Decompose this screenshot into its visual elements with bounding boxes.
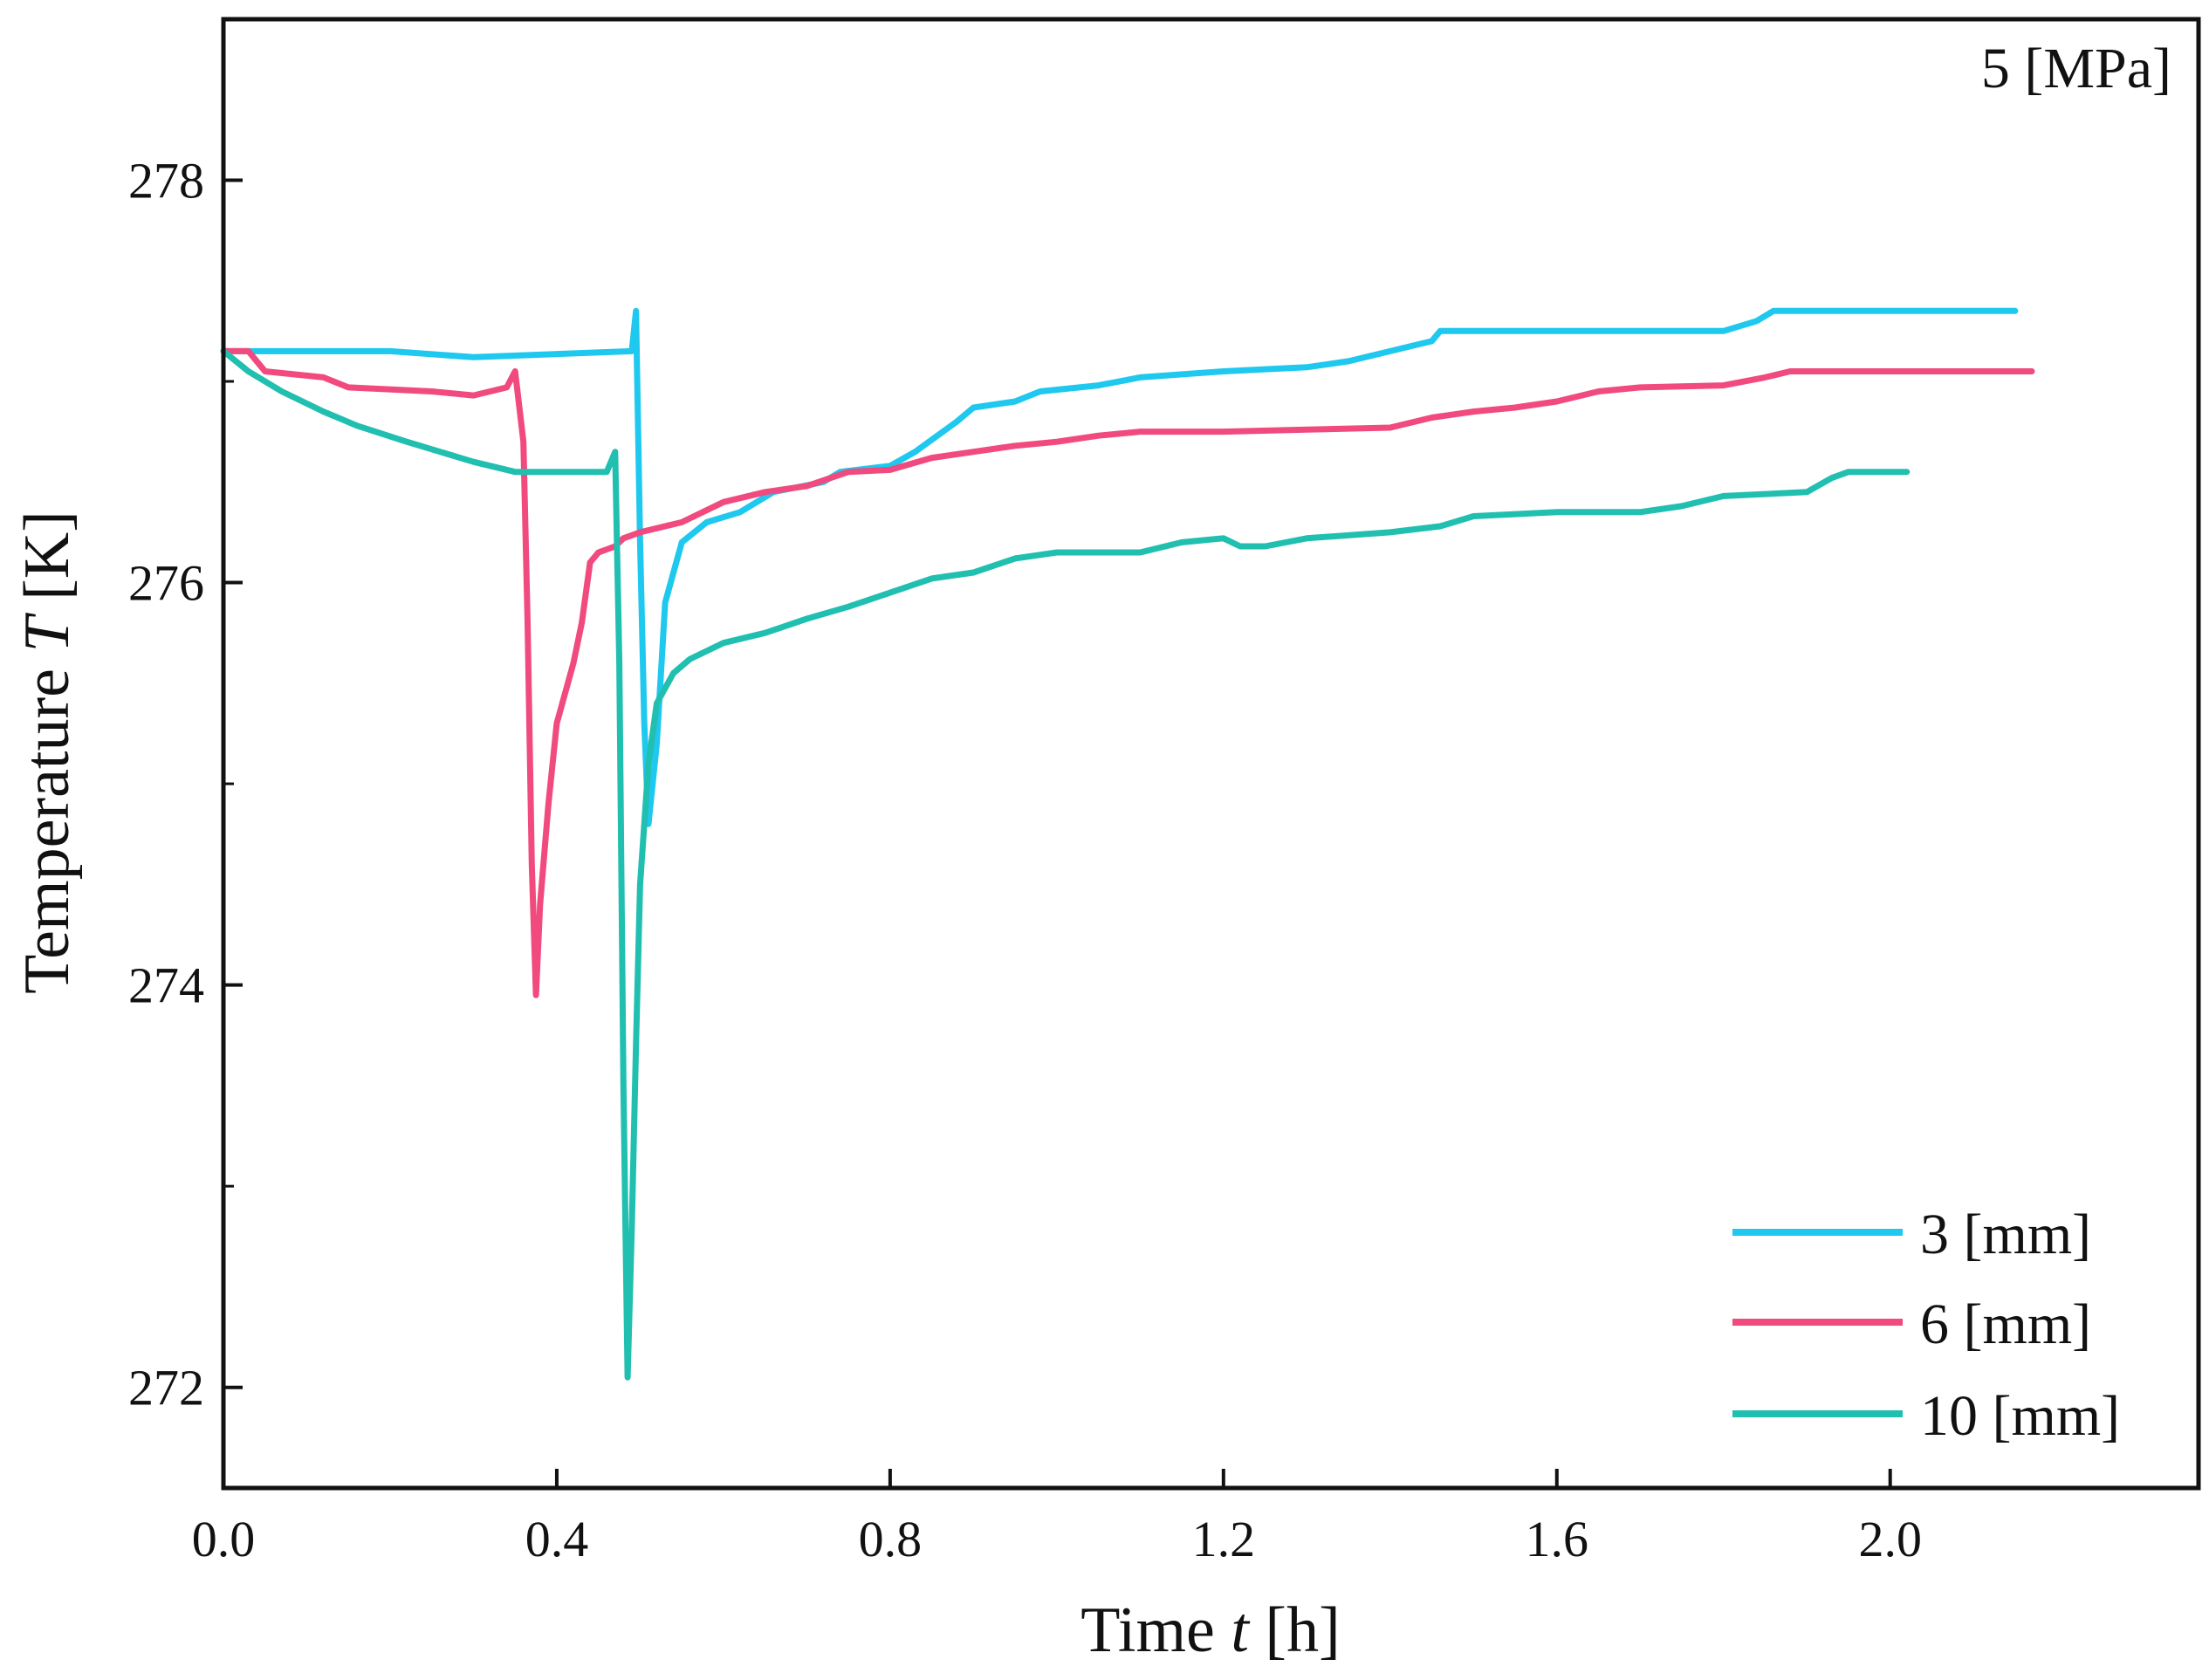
series-line-10mm: [220, 347, 1911, 1381]
x-axis-title-suffix: [h]: [1249, 1594, 1341, 1666]
axis-ticks: 0.0 0.4 0.8 1.2 1.6 2.0 272 274 276 278: [128, 152, 1922, 1567]
legend-label-3mm: 3 [mm]: [1920, 1203, 2091, 1266]
plot-frame: [221, 17, 2201, 1491]
x-axis-title: Time t [h]: [1080, 1594, 1340, 1666]
y-tick-label: 278: [128, 152, 204, 209]
y-axis-title-prefix: Temperature: [11, 653, 83, 994]
legend-label-6mm: 6 [mm]: [1920, 1293, 2091, 1356]
x-tick-label: 1.2: [1192, 1511, 1256, 1567]
y-tick-label: 274: [128, 957, 204, 1014]
pressure-annotation: 5 [MPa]: [1981, 37, 2171, 100]
x-axis-title-prefix: Time: [1080, 1594, 1231, 1666]
series-line-3mm: [220, 307, 2019, 827]
y-tick-label: 276: [128, 555, 204, 612]
legend-label-10mm: 10 [mm]: [1920, 1384, 2120, 1448]
x-tick-label: 0.0: [192, 1511, 256, 1567]
x-tick-label: 2.0: [1858, 1511, 1922, 1567]
x-axis-title-symbol: t: [1231, 1594, 1251, 1666]
y-axis-title-symbol: T: [11, 613, 83, 653]
x-tick-label: 1.6: [1526, 1511, 1589, 1567]
series-layer: [220, 307, 2035, 1381]
x-tick-label: 0.8: [859, 1511, 923, 1567]
y-axis-title: Temperature T [K]: [11, 511, 83, 994]
y-tick-label: 272: [128, 1360, 204, 1416]
series-line-6mm: [220, 347, 2035, 998]
y-axis-title-suffix: [K]: [11, 511, 83, 616]
x-tick-label: 0.4: [525, 1511, 589, 1567]
legend: 3 [mm] 6 [mm] 10 [mm]: [1732, 1203, 2120, 1448]
